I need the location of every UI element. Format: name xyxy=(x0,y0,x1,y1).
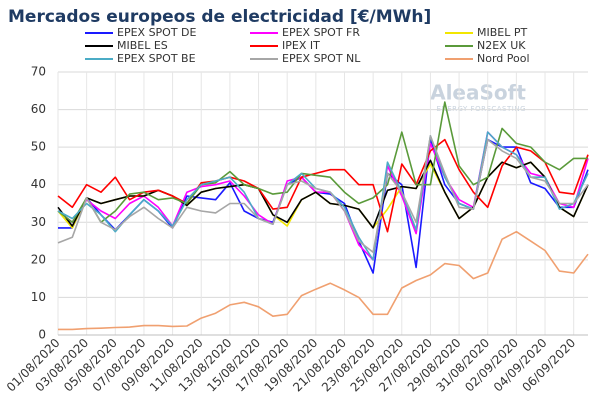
watermark-brand: AleaSoft xyxy=(430,81,526,105)
legend-label: EPEX SPOT FR xyxy=(282,26,360,39)
y-tick-label: 60 xyxy=(31,102,46,116)
series-line xyxy=(58,230,589,331)
legend-label: EPEX SPOT DE xyxy=(117,26,197,39)
y-tick-label: 70 xyxy=(31,65,46,79)
watermark-tagline: ENERGY FORECASTING xyxy=(437,105,526,113)
legend-label: IPEX IT xyxy=(282,39,320,52)
series-line xyxy=(57,138,589,233)
legend-label: N2EX UK xyxy=(477,39,526,52)
y-tick-label: 0 xyxy=(38,328,46,342)
y-tick-label: 30 xyxy=(31,215,46,229)
legend-label: MIBEL PT xyxy=(477,26,527,39)
series-line xyxy=(57,159,589,229)
y-tick-label: 20 xyxy=(31,252,46,266)
y-tick-label: 10 xyxy=(31,290,46,304)
legend-label: MIBEL ES xyxy=(117,39,168,52)
y-tick-label: 40 xyxy=(31,177,46,191)
legend-label: EPEX SPOT BE xyxy=(117,52,196,65)
series-line xyxy=(57,135,589,254)
y-tick-label: 50 xyxy=(31,140,46,154)
series-line xyxy=(57,101,588,224)
legend-label: Nord Pool xyxy=(477,52,530,65)
legend-label: EPEX SPOT NL xyxy=(282,52,361,65)
chart-title: Mercados europeos de electricidad [€/MWh… xyxy=(8,7,431,27)
